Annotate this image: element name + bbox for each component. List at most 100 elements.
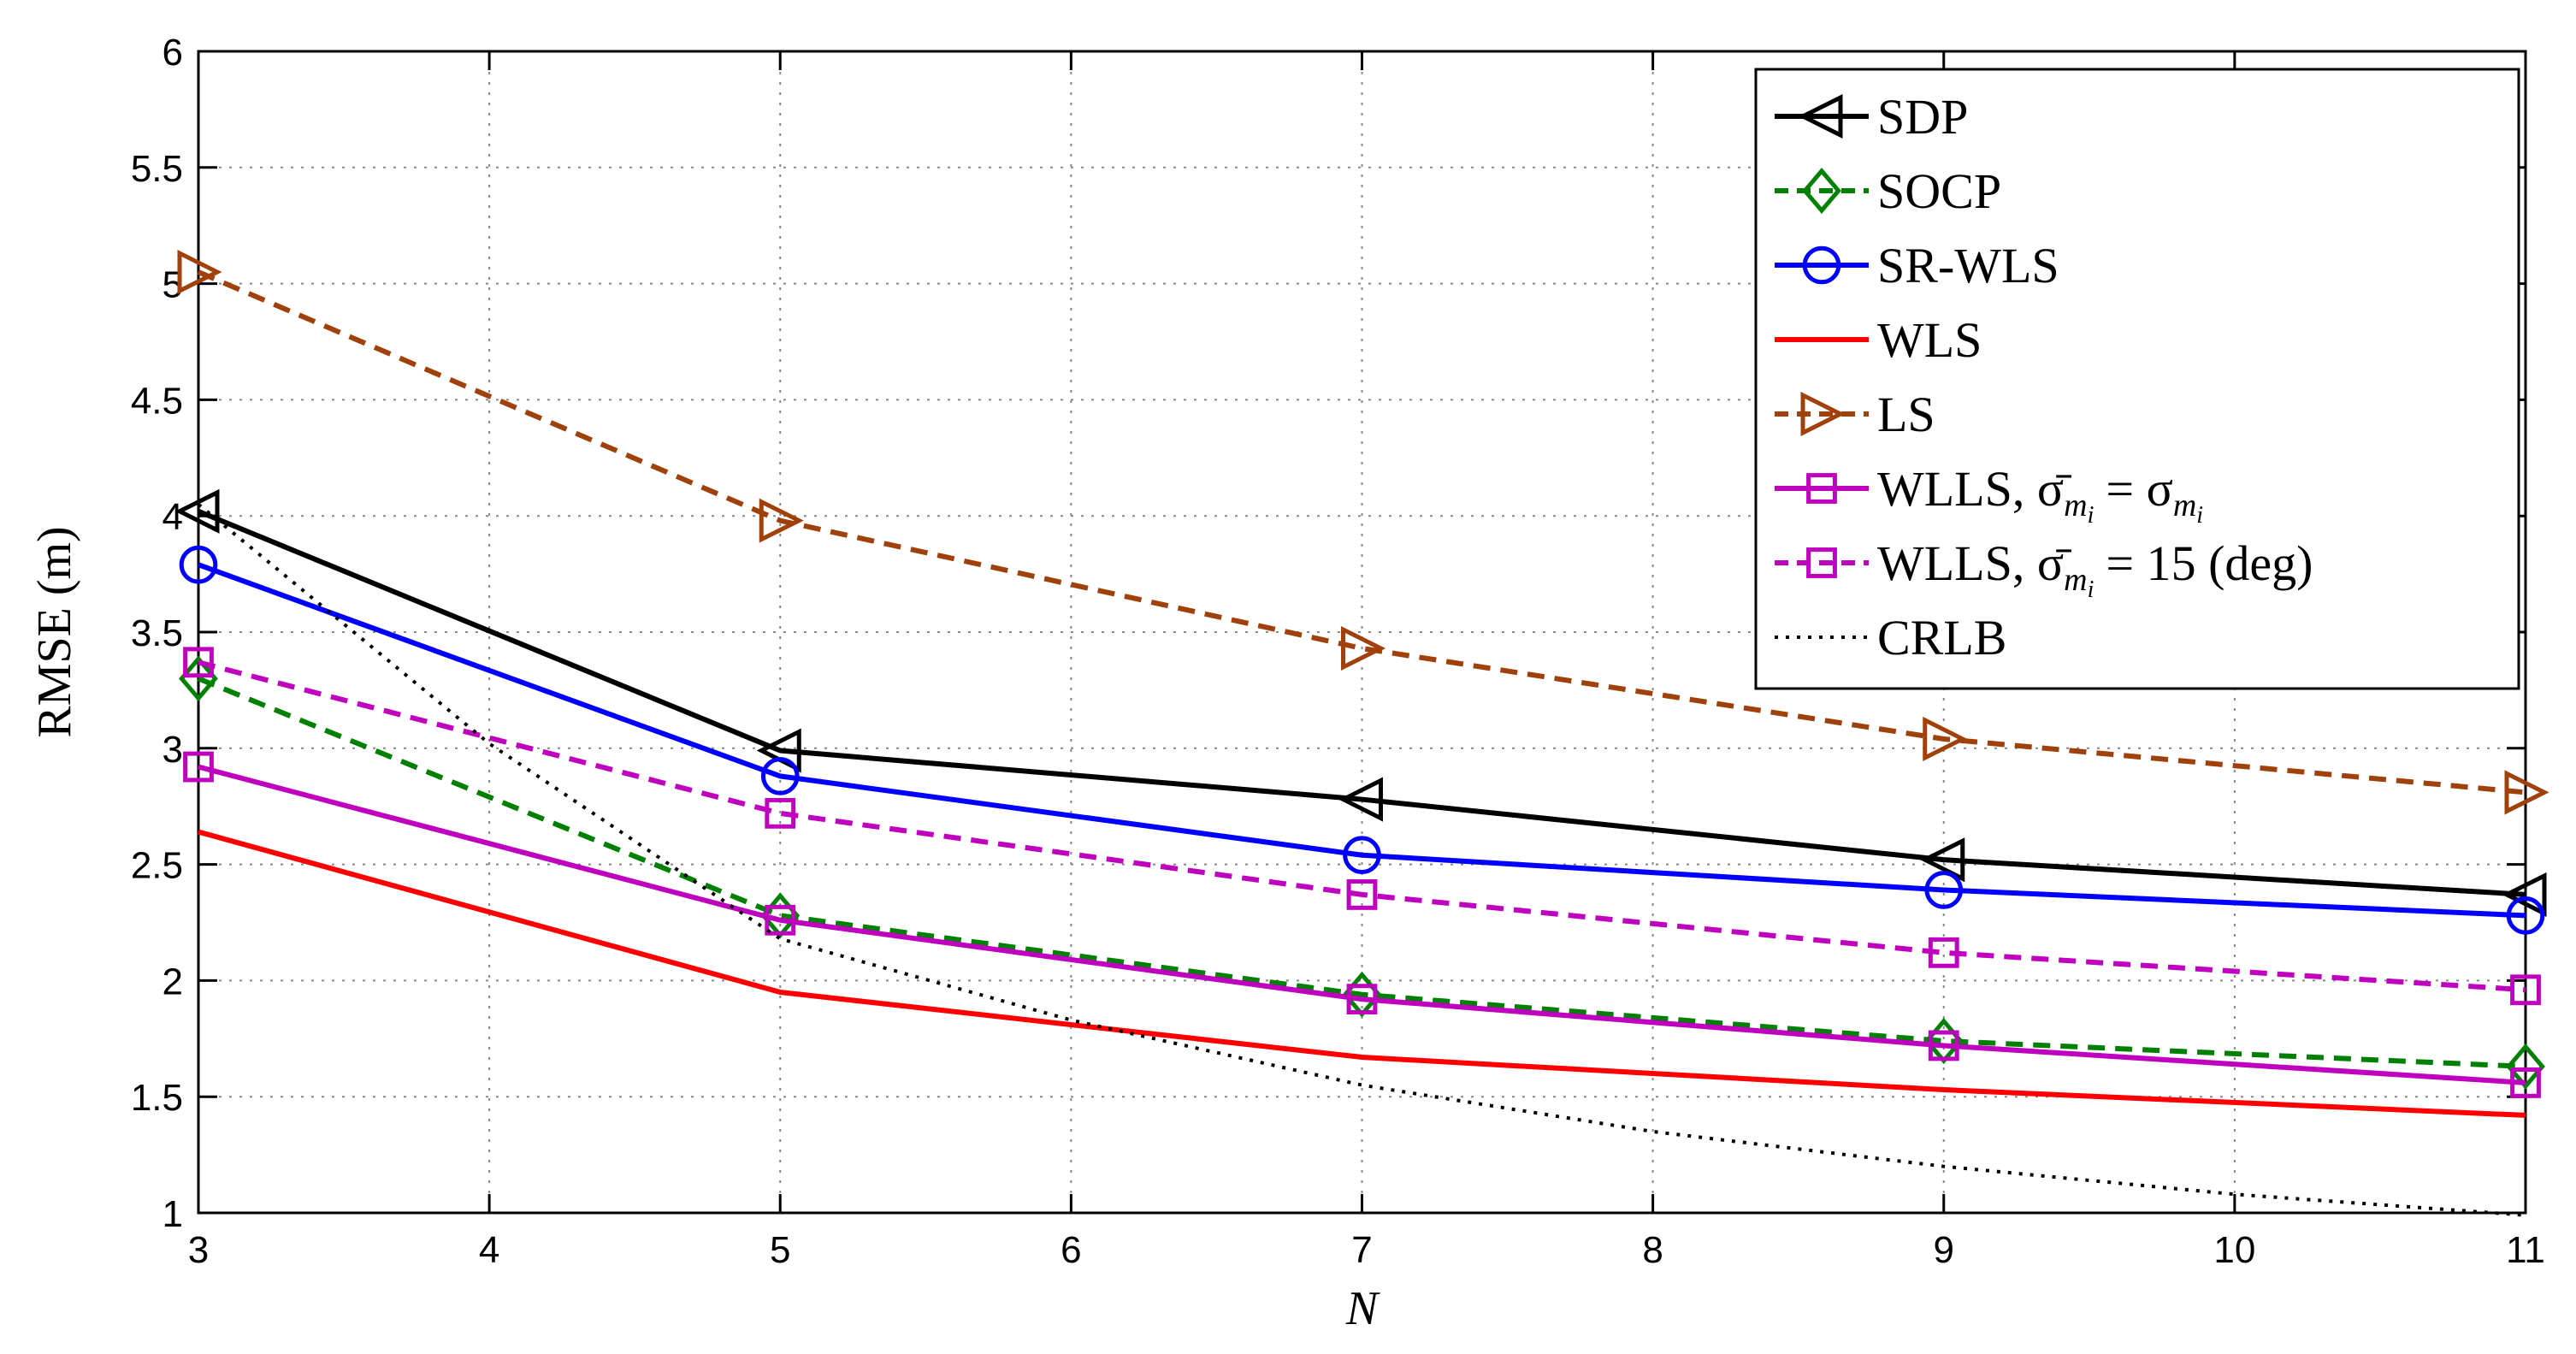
circle-marker xyxy=(1924,871,1964,909)
legend-label: WLS xyxy=(1877,312,1982,368)
legend-item: WLLS, σ̄mi = σmi xyxy=(1775,461,2203,529)
series-line xyxy=(197,562,2526,919)
series-line xyxy=(198,829,2526,1118)
x-tick-label: 4 xyxy=(479,1229,499,1271)
circle-marker xyxy=(179,545,218,584)
legend-subscript-index: i xyxy=(2088,502,2094,529)
y-tick-label: 6 xyxy=(162,32,183,74)
triangle-left-marker xyxy=(1798,93,1843,139)
legend-equation: = 15 (deg) xyxy=(2106,535,2313,591)
diamond-marker xyxy=(2506,1043,2545,1090)
legend-equation: = σ xyxy=(2106,461,2172,517)
legend-subscript: m xyxy=(2173,488,2196,523)
series-line xyxy=(197,508,2526,897)
series-wlls-mi-15-deg- xyxy=(183,647,2541,1006)
y-tick-label: 2 xyxy=(162,961,183,1002)
square-marker xyxy=(1346,879,1378,910)
square-marker xyxy=(2510,1067,2541,1098)
x-tick-label: 5 xyxy=(770,1229,790,1271)
diamond-marker xyxy=(1802,168,1841,214)
square-marker xyxy=(1928,1030,1959,1061)
legend-label: WLLS, σ̄mi = 15 (deg) xyxy=(1877,535,2313,603)
legend-box xyxy=(1754,68,2520,690)
series-sr-wls xyxy=(179,545,2545,935)
legend-text: SR-WLS xyxy=(1877,238,2059,293)
series-line xyxy=(198,659,2526,993)
legend-subscript-index: i xyxy=(2196,502,2203,529)
legend-label: LS xyxy=(1877,387,1935,442)
series-line xyxy=(197,269,2526,795)
square-marker xyxy=(2510,974,2541,1006)
legend-text: LS xyxy=(1877,387,1935,442)
legend-label: WLLS, σ̄mi = σmi xyxy=(1877,461,2203,529)
series-wls xyxy=(198,829,2526,1118)
legend-item: SOCP xyxy=(1775,163,2001,219)
triangle-left-marker xyxy=(1338,777,1383,822)
triangle-right-marker xyxy=(1341,625,1386,671)
series-ls xyxy=(177,249,2549,815)
square-marker xyxy=(183,647,214,678)
x-tick-label: 8 xyxy=(1642,1229,1663,1271)
circle-marker xyxy=(1343,836,1381,875)
series-wlls-mi-mi xyxy=(183,751,2541,1098)
legend-item: WLLS, σ̄mi = 15 (deg) xyxy=(1775,535,2313,603)
legend-item: WLS xyxy=(1775,312,1982,368)
legend-text: CRLB xyxy=(1877,610,2007,665)
legend-text: WLS xyxy=(1877,312,1982,368)
series-line xyxy=(197,676,2526,1069)
square-marker xyxy=(765,797,796,829)
x-tick-label: 7 xyxy=(1351,1229,1372,1271)
legend-item: CRLB xyxy=(1775,610,2007,665)
y-tick-label: 3.5 xyxy=(131,612,183,654)
x-tick-label: 11 xyxy=(2506,1229,2545,1271)
square-marker xyxy=(1346,984,1378,1015)
x-tick-label: 6 xyxy=(1061,1229,1081,1271)
square-marker xyxy=(1806,473,1837,504)
y-tick-label: 2.5 xyxy=(131,845,183,887)
y-tick-label: 3 xyxy=(162,729,183,771)
triangle-right-marker xyxy=(1923,716,1968,761)
legend-text: SDP xyxy=(1877,89,1968,145)
y-tick-label: 4.5 xyxy=(131,380,183,422)
legend-item: LS xyxy=(1775,387,1935,442)
x-tick-label: 3 xyxy=(188,1229,209,1271)
square-marker xyxy=(1928,937,1959,968)
y-tick-label: 5.5 xyxy=(131,148,183,190)
square-marker xyxy=(765,904,796,936)
triangle-right-marker xyxy=(177,249,222,295)
legend-label: SDP xyxy=(1877,89,1968,145)
legend-label: SOCP xyxy=(1877,163,2001,219)
y-tick-label: 4 xyxy=(162,496,183,538)
series-line xyxy=(198,764,2526,1085)
legend-item: SDP xyxy=(1775,89,1968,145)
triangle-right-marker xyxy=(2504,770,2549,815)
series-layer xyxy=(174,249,2549,1217)
x-tick-label: 9 xyxy=(1934,1229,1954,1271)
triangle-right-marker xyxy=(759,498,804,543)
circle-marker xyxy=(2506,896,2545,935)
x-axis-label: N xyxy=(1345,1282,1380,1335)
y-tick-label: 1.5 xyxy=(131,1077,183,1119)
square-marker xyxy=(183,751,214,783)
triangle-right-marker xyxy=(1800,391,1846,437)
legend-label: SR-WLS xyxy=(1877,238,2059,293)
legend-label: CRLB xyxy=(1877,610,2007,665)
circle-marker xyxy=(760,757,800,795)
y-axis-label: RMSE (m) xyxy=(28,526,81,737)
series-sdp xyxy=(174,488,2547,917)
legend-subscript: m xyxy=(2064,488,2087,523)
triangle-left-marker xyxy=(1920,837,1965,883)
legend-text: WLLS, σ̄ xyxy=(1877,461,2071,517)
legend-text: WLLS, σ̄ xyxy=(1877,535,2071,591)
square-marker xyxy=(1806,547,1837,578)
x-tick-label: 10 xyxy=(2213,1229,2255,1271)
triangle-left-marker xyxy=(174,488,220,534)
legend-item: SR-WLS xyxy=(1775,238,2059,293)
legend-text: SOCP xyxy=(1877,163,2001,219)
y-tick-label: 1 xyxy=(162,1193,183,1235)
legend-subscript-index: i xyxy=(2088,576,2094,603)
circle-marker xyxy=(1802,245,1841,285)
